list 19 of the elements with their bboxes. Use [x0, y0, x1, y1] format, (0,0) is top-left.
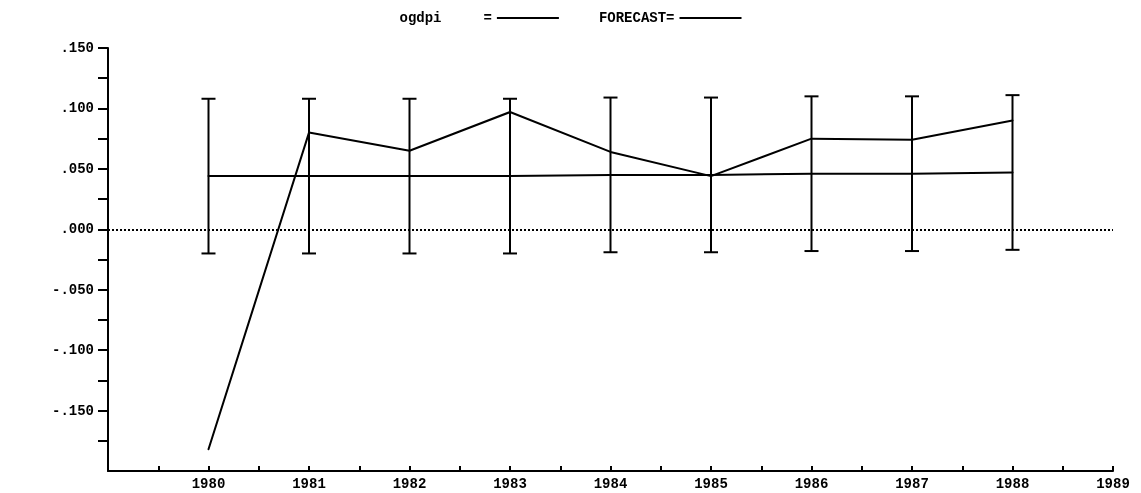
- x-tick-label: 1982: [392, 476, 427, 492]
- x-tick-label: 1986: [794, 476, 829, 492]
- legend-label: ogdpi =: [399, 10, 492, 26]
- x-tick-label: 1988: [995, 476, 1030, 492]
- x-tick-label: 1985: [694, 476, 728, 492]
- y-tick-label: -.150: [51, 402, 94, 419]
- y-tick-label: -.050: [51, 281, 94, 298]
- y-tick-label: .050: [60, 160, 94, 177]
- y-tick-label: .100: [60, 100, 94, 117]
- x-tick-label: 1980: [191, 476, 226, 492]
- x-tick-label: 1981: [292, 476, 326, 492]
- legend-label: FORECAST=: [598, 10, 675, 26]
- x-tick-label: 1984: [593, 476, 628, 492]
- y-tick-label: -.100: [51, 342, 94, 359]
- x-tick-label: 1983: [493, 476, 527, 492]
- x-tick-label: 1989: [1096, 476, 1130, 492]
- x-tick-label: 1987: [895, 476, 929, 492]
- y-tick-label: .150: [60, 40, 94, 56]
- y-tick-label: .000: [60, 221, 94, 238]
